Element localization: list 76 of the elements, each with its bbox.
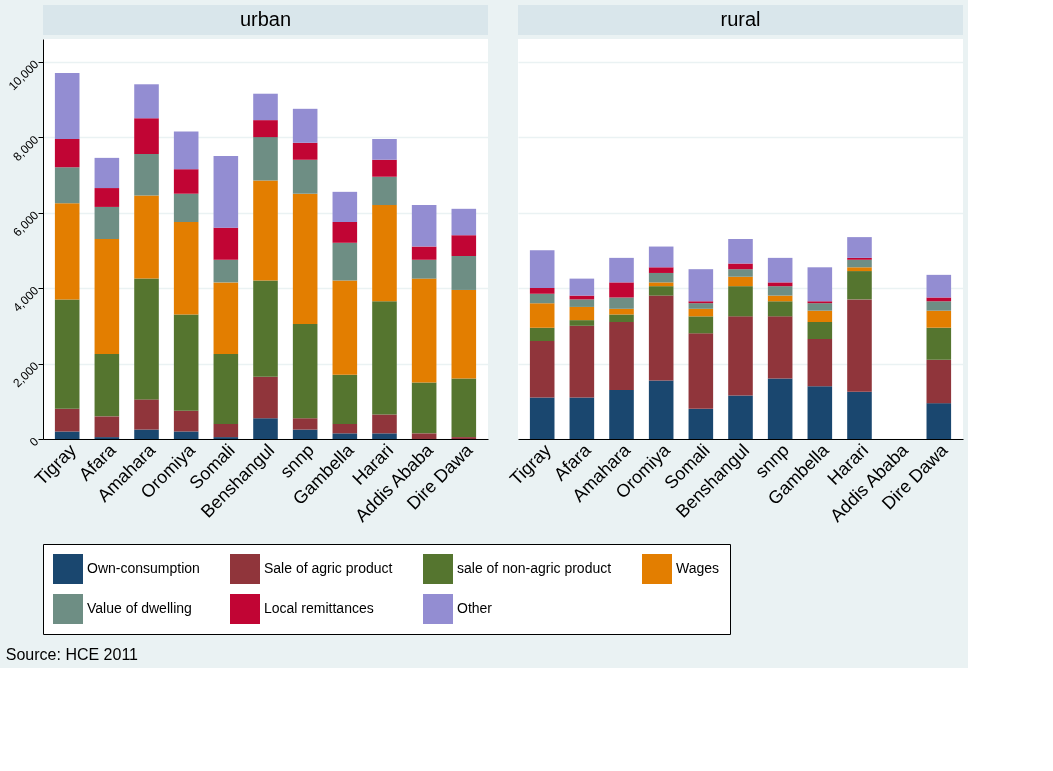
chart-title: rural xyxy=(720,8,761,30)
bar xyxy=(847,299,872,392)
bar xyxy=(728,269,753,277)
bar xyxy=(807,310,833,323)
legend-label: Local remittances xyxy=(264,600,374,616)
bar xyxy=(529,340,555,398)
bar xyxy=(688,269,714,302)
bar xyxy=(569,397,595,439)
bar xyxy=(609,297,634,309)
bar xyxy=(609,314,634,323)
bar xyxy=(767,257,793,283)
bar xyxy=(529,250,555,289)
bar xyxy=(609,389,634,439)
bar xyxy=(767,301,793,317)
bar xyxy=(728,395,753,439)
bar xyxy=(529,303,555,328)
bar xyxy=(926,301,952,311)
bar xyxy=(926,327,952,360)
bar xyxy=(847,391,872,439)
bar xyxy=(648,286,674,296)
bar xyxy=(569,325,595,398)
bar xyxy=(529,327,555,341)
bar xyxy=(926,297,952,302)
bar xyxy=(847,259,872,268)
legend-label: sale of non-agric product xyxy=(457,560,612,576)
bar xyxy=(648,246,674,268)
source-note: Source: HCE 2011 xyxy=(5,645,139,663)
bar xyxy=(648,295,674,381)
legend-label: Own-consumption xyxy=(87,560,200,576)
bar xyxy=(648,282,674,287)
bar xyxy=(728,276,753,287)
bar xyxy=(569,306,595,321)
bar xyxy=(648,380,674,439)
bar xyxy=(767,282,793,287)
bar xyxy=(926,310,952,328)
bar xyxy=(688,316,714,334)
bar xyxy=(648,272,674,283)
bar xyxy=(767,286,793,296)
legend-label: Other xyxy=(457,600,493,616)
bar xyxy=(609,257,634,283)
bar xyxy=(926,403,952,439)
bar xyxy=(529,288,555,294)
bar xyxy=(728,263,753,270)
bar xyxy=(569,278,595,296)
bar xyxy=(609,308,634,315)
bar xyxy=(688,408,714,439)
bar xyxy=(847,271,872,300)
legend-label: Value of dwelling xyxy=(87,600,192,616)
legend-label: Wages xyxy=(676,560,720,576)
bar xyxy=(648,267,674,273)
bar xyxy=(926,359,952,404)
bar xyxy=(529,397,555,439)
bar xyxy=(728,239,753,264)
chart-title: urban xyxy=(239,8,292,30)
bar xyxy=(767,316,793,379)
bar xyxy=(807,322,833,339)
legend-label: Sale of agric product xyxy=(264,560,393,576)
bar xyxy=(688,303,714,309)
bar xyxy=(728,286,753,317)
bar xyxy=(569,299,595,307)
bar xyxy=(569,320,595,326)
bar xyxy=(807,267,833,302)
bar xyxy=(807,386,833,439)
bar xyxy=(609,282,634,298)
bar xyxy=(609,322,634,390)
bar xyxy=(728,316,753,396)
bar xyxy=(807,339,833,387)
bar xyxy=(688,308,714,317)
bar xyxy=(767,378,793,439)
bar xyxy=(847,237,872,258)
bar xyxy=(529,293,555,304)
y-tick-label: 0 xyxy=(26,434,42,450)
bar xyxy=(807,303,833,311)
bar xyxy=(847,267,872,272)
bar xyxy=(688,333,714,409)
bar xyxy=(926,274,952,298)
